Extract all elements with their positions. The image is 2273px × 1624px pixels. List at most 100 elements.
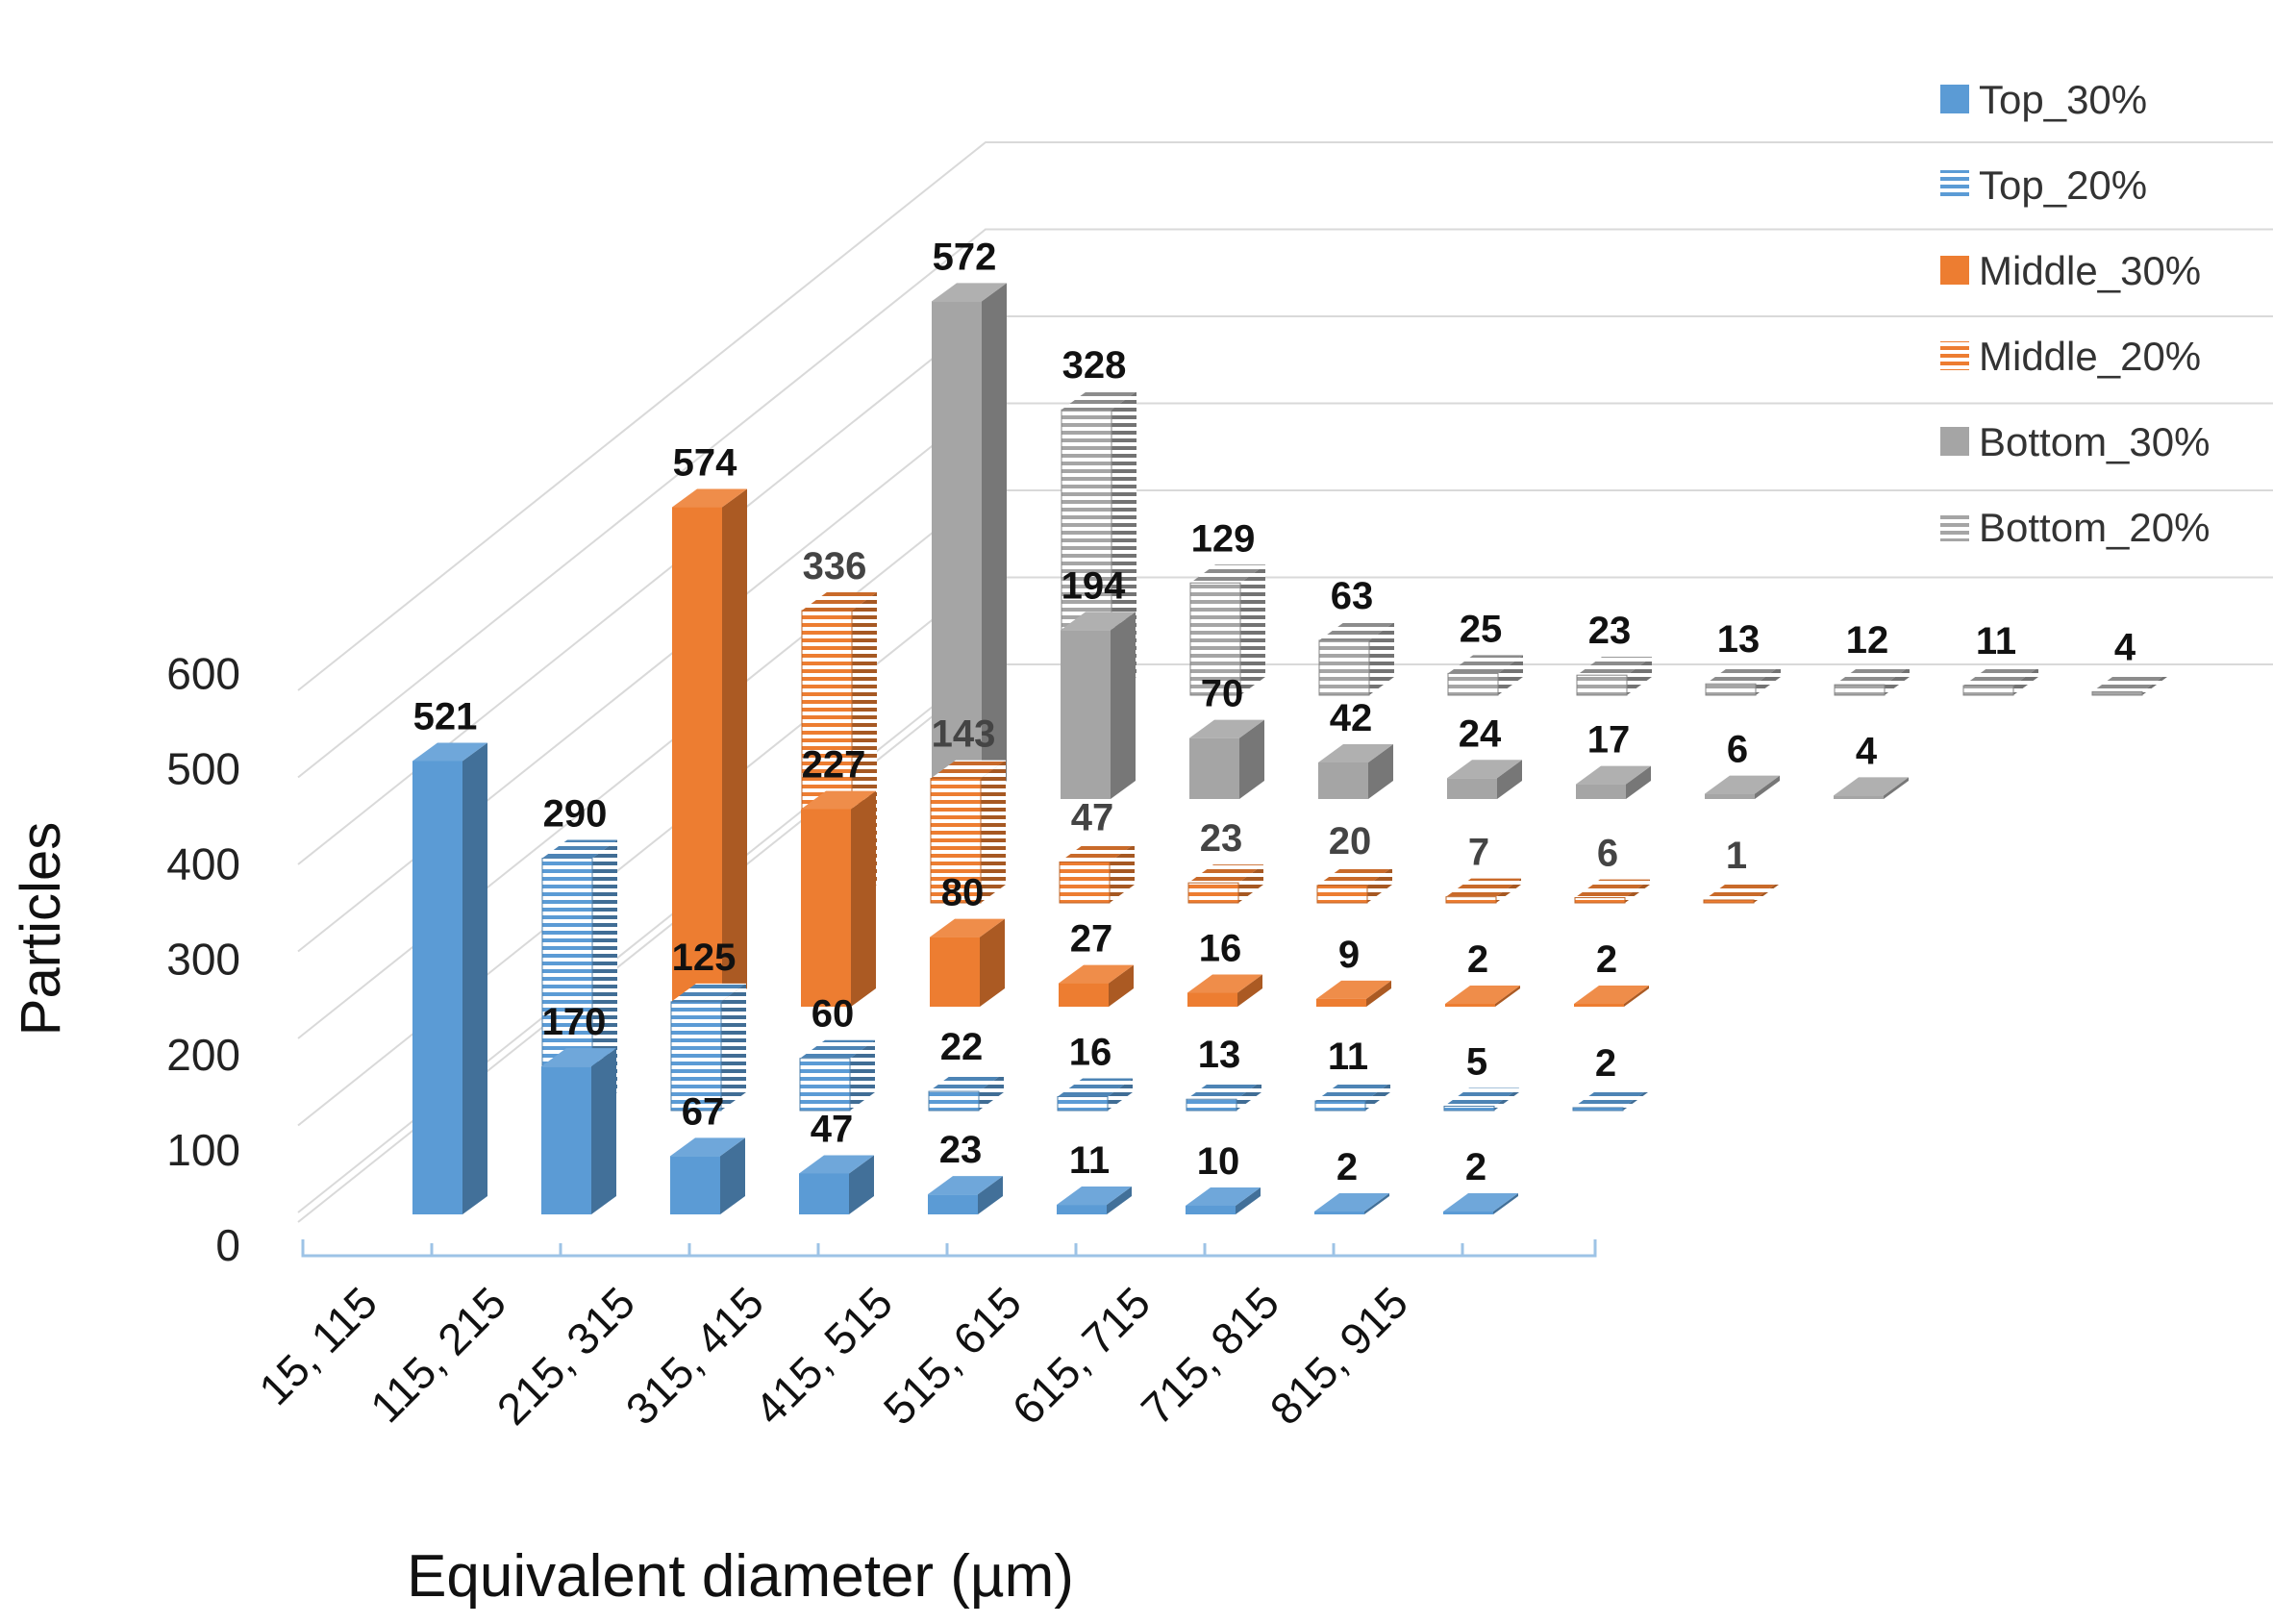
- bar-Top_20%-615-715: [1314, 1083, 1390, 1112]
- bar-Top_30%-315-415: [799, 1155, 874, 1214]
- legend-label: Middle_30%: [1979, 248, 2201, 293]
- bar-Middle_20%-215-315: [1059, 843, 1135, 904]
- bar-Middle_20%-415-515: [1316, 866, 1392, 904]
- data-label: 16: [1069, 1032, 1112, 1074]
- data-label: 572: [933, 236, 997, 278]
- bar-Bottom_20%-215-315: [1318, 621, 1394, 696]
- data-label: 63: [1331, 575, 1374, 617]
- data-label: 6: [1597, 833, 1618, 875]
- gridline: [297, 228, 2273, 779]
- bar-Middle_30%-615-715: [1445, 986, 1520, 1007]
- bar-Top_20%-215-315: [799, 1039, 875, 1112]
- bar-Bottom_20%-815-915: [2091, 673, 2167, 696]
- legend-label: Top_20%: [1979, 162, 2147, 208]
- bar-Bottom_30%-115-215: [1061, 612, 1136, 799]
- data-label: 25: [1460, 608, 1503, 650]
- data-label: 2: [1595, 1042, 1616, 1085]
- x-tick-label: 315, 415: [616, 1277, 773, 1434]
- bar-Middle_30%-215-315: [930, 918, 1005, 1007]
- legend-item: Top_20%: [1940, 162, 2147, 208]
- x-tick-label: 815, 915: [1261, 1277, 1417, 1434]
- bar-Top_30%-215-315: [670, 1137, 745, 1214]
- y-axis-title: Particles: [10, 822, 72, 1036]
- data-label: 42: [1330, 697, 1373, 739]
- bar-Top_20%-715-815: [1443, 1087, 1519, 1112]
- data-label: 23: [939, 1129, 983, 1171]
- data-label: 16: [1199, 928, 1242, 970]
- data-label: 2: [1596, 938, 1617, 981]
- data-label: 12: [1846, 619, 1889, 662]
- bar-Middle_20%-615-715: [1574, 879, 1650, 904]
- bar-Middle_30%-315-415: [1059, 964, 1134, 1007]
- x-tick-label: 215, 315: [487, 1277, 644, 1434]
- legend-swatch: [1940, 427, 1969, 456]
- bar-Top_30%-515-615: [1057, 1187, 1132, 1214]
- legend-item: Top_30%: [1940, 77, 2147, 122]
- data-label: 5: [1466, 1040, 1487, 1083]
- data-label: 129: [1191, 517, 1256, 560]
- legend-label: Bottom_20%: [1979, 505, 2210, 550]
- data-label: 20: [1329, 820, 1372, 862]
- data-label: 13: [1717, 618, 1761, 661]
- bar-Middle_30%-115-215: [801, 790, 876, 1007]
- data-label: 6: [1727, 729, 1748, 771]
- y-tick-label: 0: [215, 1220, 240, 1270]
- data-label: 336: [803, 545, 867, 587]
- bar-Middle_20%-515-615: [1445, 878, 1521, 904]
- legend-label: Middle_20%: [1979, 334, 2201, 379]
- legend-swatch: [1940, 256, 1969, 285]
- bar-Top_20%-815-915: [1572, 1089, 1648, 1112]
- data-label: 2: [1465, 1146, 1486, 1188]
- bar-Top_30%-615-715: [1186, 1187, 1261, 1214]
- y-tick-label: 200: [166, 1030, 240, 1080]
- legend-item: Bottom_20%: [1940, 505, 2210, 550]
- legend-item: Middle_20%: [1940, 334, 2201, 379]
- y-tick-label: 300: [166, 935, 240, 985]
- bar-Top_20%-115-215: [670, 983, 746, 1112]
- legend-item: Middle_30%: [1940, 248, 2201, 293]
- bar-Top_30%-15-115: [412, 742, 487, 1214]
- data-label: 24: [1459, 712, 1502, 755]
- data-label: 194: [1062, 564, 1126, 607]
- bar-Bottom_20%-115-215: [1189, 564, 1265, 696]
- y-tick-label: 400: [166, 839, 240, 889]
- bar-Bottom_20%-615-715: [1834, 666, 1910, 696]
- x-tick-label: 415, 515: [745, 1277, 902, 1434]
- plot-area: 4111213232563129328461724427019457216720…: [412, 236, 2167, 1214]
- data-label: 27: [1070, 918, 1113, 961]
- legend-swatch: [1940, 512, 1969, 541]
- bar-Bottom_30%-15-115: [932, 283, 1007, 800]
- legend: Top_30% Top_20% Middle_30% Middle_20% Bottom…: [1940, 77, 2210, 550]
- data-label: 227: [802, 744, 866, 787]
- bar-Bottom_30%-315-415: [1318, 743, 1393, 799]
- floor-edge: [297, 673, 987, 1223]
- bar-Top_20%-515-615: [1186, 1081, 1261, 1112]
- bar-Bottom_30%-215-315: [1189, 719, 1264, 799]
- bar-Bottom_20%-515-615: [1705, 665, 1781, 696]
- data-label: 4: [2114, 626, 2136, 668]
- data-label: 143: [932, 713, 996, 756]
- x-tick-label: 615, 715: [1003, 1277, 1160, 1434]
- legend-swatch: [1940, 341, 1969, 370]
- bar-Middle_30%-15-115: [672, 488, 747, 1007]
- bar-Bottom_30%-615-715: [1705, 775, 1780, 799]
- bar-Top_30%-715-815: [1314, 1193, 1389, 1214]
- bar-Top_20%-315-415: [928, 1073, 1004, 1112]
- y-tick-label: 100: [166, 1125, 240, 1175]
- bar-Bottom_30%-715-815: [1834, 777, 1909, 799]
- legend-label: Bottom_30%: [1979, 419, 2210, 464]
- bar-Top_20%-415-515: [1057, 1078, 1133, 1112]
- x-axis-title: Equivalent diameter (µm): [407, 1543, 1074, 1610]
- data-label: 4: [1856, 730, 1878, 772]
- bar-Top_30%-815-915: [1443, 1193, 1518, 1214]
- x-axis-line: [301, 1239, 1597, 1258]
- data-label: 70: [1201, 673, 1244, 715]
- legend-item: Bottom_30%: [1940, 419, 2210, 464]
- bar-Middle_30%-515-615: [1316, 980, 1391, 1007]
- gridline: [297, 141, 2273, 691]
- bar-Top_30%-115-215: [541, 1048, 616, 1214]
- y-tick-label: 600: [166, 648, 240, 698]
- data-label: 170: [542, 1001, 607, 1043]
- data-label: 80: [941, 872, 985, 914]
